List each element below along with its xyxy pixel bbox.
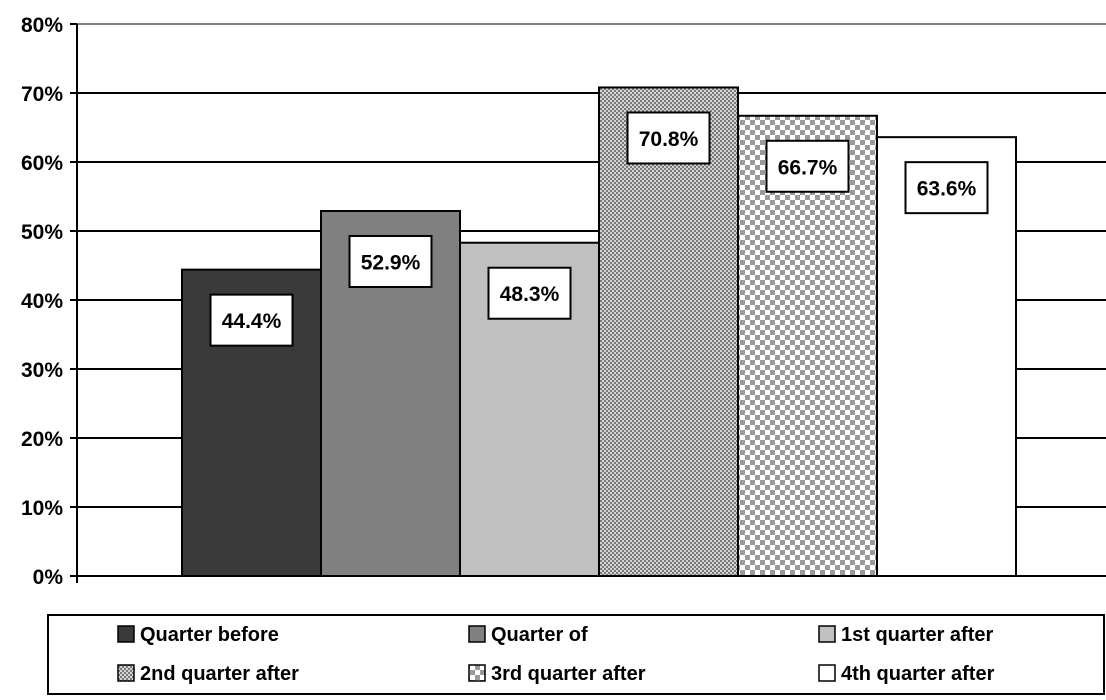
legend-box xyxy=(47,614,1105,695)
legend-swatch xyxy=(117,664,135,682)
y-tick-label: 70% xyxy=(21,83,63,106)
data-label: 52.9% xyxy=(361,251,421,274)
y-tick-labels: 0% 10% 20% 30% 40% 50% 60% 70% 80% xyxy=(21,14,63,589)
legend-label: 1st quarter after xyxy=(841,624,993,646)
y-tick-label: 50% xyxy=(21,221,63,244)
legend-swatch xyxy=(117,625,135,643)
data-label: 44.4% xyxy=(222,310,282,333)
data-label: 66.7% xyxy=(778,156,838,179)
y-tick-label: 60% xyxy=(21,152,63,175)
legend-swatch xyxy=(818,625,836,643)
bars xyxy=(181,86,1017,578)
y-tick-label: 10% xyxy=(21,497,63,520)
legend: Quarter before Quarter of 1st quarter afte… xyxy=(47,614,1105,695)
data-label: 70.8% xyxy=(639,128,699,151)
data-labels: 44.4% 52.9% 48.3% 70.8% 66.7% 63.6% xyxy=(209,111,989,347)
data-label-box xyxy=(904,161,989,215)
legend-swatch xyxy=(468,664,486,682)
data-label: 48.3% xyxy=(500,283,560,306)
y-tick-label: 30% xyxy=(21,359,63,382)
legend-label: Quarter of xyxy=(491,624,588,646)
data-label-box xyxy=(348,234,433,288)
data-label-box xyxy=(209,293,294,347)
data-label: 63.6% xyxy=(917,178,977,201)
legend-label: 2nd quarter after xyxy=(140,663,299,685)
y-tick-label: 20% xyxy=(21,428,63,451)
y-tick-label: 0% xyxy=(33,566,64,589)
data-label-box xyxy=(626,111,711,165)
legend-swatch xyxy=(818,664,836,682)
legend-label: 4th quarter after xyxy=(841,663,995,685)
y-tick-label: 80% xyxy=(21,14,63,37)
y-tick-label: 40% xyxy=(21,290,63,313)
data-label-box xyxy=(765,139,850,193)
legend-swatch xyxy=(468,625,486,643)
data-label-box xyxy=(487,266,572,320)
legend-label: Quarter before xyxy=(140,624,279,646)
legend-label: 3rd quarter after xyxy=(491,663,646,685)
